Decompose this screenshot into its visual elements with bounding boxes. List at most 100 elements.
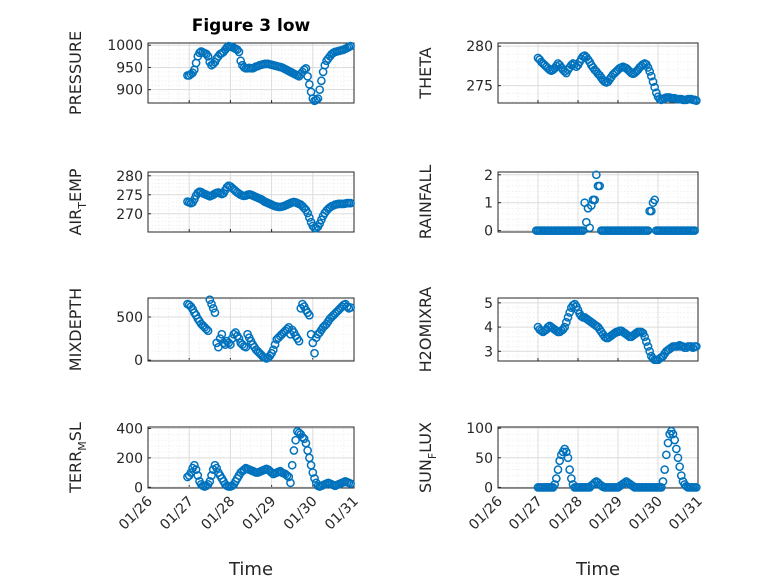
theta-ytick-label: 275 xyxy=(466,79,493,95)
terr_msl-ylabel: TERRMSL xyxy=(66,422,89,494)
mixdepth-data-point xyxy=(207,299,216,309)
mixdepth-data-point xyxy=(210,308,220,318)
terr_msl-data-point xyxy=(308,468,318,477)
sun_flux-data-point xyxy=(673,453,683,463)
rainfall-data-point xyxy=(646,206,656,216)
sun_flux-data-point xyxy=(691,483,701,492)
sun_flux-xlabel: Time xyxy=(575,559,620,580)
sun_flux-ytick-label: 0 xyxy=(484,480,493,496)
sun_flux-data-point xyxy=(675,462,685,472)
pressure-axes-border xyxy=(147,42,355,104)
sun_flux-data-point xyxy=(553,465,563,474)
terr_msl-data-point xyxy=(287,460,297,470)
terr_msl-ytick-label: 200 xyxy=(116,451,143,467)
terr_msl-data-point xyxy=(282,471,292,480)
h2omixra-data-point xyxy=(640,332,650,342)
air_temp-series xyxy=(183,181,355,233)
theta-data-point xyxy=(691,96,701,105)
terr_msl-data-point xyxy=(289,446,299,455)
pressure-data-point xyxy=(315,85,325,95)
terr_msl-data-point xyxy=(284,472,294,482)
mixdepth-data-point xyxy=(203,326,213,336)
h2omixra-ytick-label: 4 xyxy=(484,320,493,336)
rainfall-minor-grid xyxy=(498,172,698,232)
h2omixra-data-point xyxy=(686,342,696,351)
air_temp-ytick-label: 275 xyxy=(116,188,143,204)
panel-h2omixra: 3 4 5 H2OMIXRA xyxy=(416,287,701,372)
rainfall-ytick-label: 2 xyxy=(484,168,493,184)
h2omixra-axes-border xyxy=(497,297,699,362)
sun_flux-ylabel-subscript: F xyxy=(426,453,439,459)
theta-axes-border xyxy=(497,42,699,104)
sun_flux-data-point xyxy=(565,465,575,474)
sun_flux-data-point xyxy=(661,450,671,460)
rainfall-data-point xyxy=(643,226,653,235)
terr_msl-major-grid xyxy=(147,427,355,488)
terr_msl-data-point xyxy=(299,434,309,444)
sun_flux-data-point xyxy=(551,474,561,483)
pressure-data-point xyxy=(320,60,330,70)
pressure-data-point xyxy=(303,71,312,81)
terr_msl-axes-border xyxy=(147,426,355,489)
sun_flux-ylabel: SUNFLUX xyxy=(416,422,439,493)
pressure-ytick-label: 1000 xyxy=(107,38,143,54)
panel-mixdepth: 0 500 MIXDEPTH xyxy=(66,288,355,371)
rainfall-series xyxy=(531,170,700,235)
mixdepth-data-point xyxy=(342,302,352,311)
mixdepth-ytick-label: 500 xyxy=(116,310,143,326)
rainfall-data-point xyxy=(591,170,601,180)
terr_msl-ylabel-subscript: M xyxy=(76,441,89,451)
air_temp-ytick-label: 280 xyxy=(116,169,143,185)
h2omixra-data-point xyxy=(643,342,653,351)
terr_msl-data-point xyxy=(191,465,201,474)
sun_flux-data-point xyxy=(555,456,565,466)
mixdepth-data-point xyxy=(202,324,211,334)
terr_msl-data-point xyxy=(205,477,215,486)
pressure-data-point xyxy=(236,56,246,66)
sun_flux-ylabel-part: LUX xyxy=(416,422,435,453)
h2omixra-data-point xyxy=(536,326,546,336)
h2omixra-ytick-label: 3 xyxy=(484,344,493,360)
rainfall-data-point xyxy=(590,195,600,205)
terr_msl-xlabel: Time xyxy=(228,559,273,580)
sun_flux-ytick-label: 50 xyxy=(475,451,493,467)
mixdepth-data-point xyxy=(226,340,235,349)
pressure-data-point xyxy=(313,94,323,103)
theta-ylabel: THETA xyxy=(416,47,435,99)
terr_msl-series xyxy=(183,427,355,491)
h2omixra-data-point xyxy=(691,342,701,351)
pressure-data-point xyxy=(202,49,211,59)
rainfall-data-point xyxy=(650,195,660,205)
air_temp-ylabel: AIRTEMP xyxy=(66,168,89,235)
pressure-data-point xyxy=(232,45,242,55)
rainfall-ytick-label: 0 xyxy=(484,224,493,240)
mixdepth-data-point xyxy=(208,304,218,313)
sun_flux-data-point xyxy=(566,474,576,483)
mixdepth-ytick-label: 0 xyxy=(134,353,143,369)
h2omixra-data-point xyxy=(641,337,651,346)
rainfall-ylabel: RAINFALL xyxy=(416,165,435,240)
mixdepth-data-point xyxy=(346,303,355,312)
terr_msl-ylabel-part: TERR xyxy=(66,451,85,494)
mixdepth-data-point xyxy=(294,336,304,346)
rainfall-data-point xyxy=(690,226,700,235)
sun_flux-data-point xyxy=(563,453,573,463)
terr_msl-data-point xyxy=(291,435,300,445)
sun_flux-ylabel-part: SUN xyxy=(416,459,435,493)
air_temp-ylabel-part: EMP xyxy=(66,168,85,202)
pressure-data-point xyxy=(301,63,311,73)
mixdepth-axes-border xyxy=(147,297,355,362)
terr_msl-data-point xyxy=(286,478,295,488)
pressure-data-point xyxy=(317,76,326,86)
pressure-ytick-label: 950 xyxy=(116,60,143,76)
terr_msl-ytick-label: 400 xyxy=(116,421,143,437)
terr_msl-data-point xyxy=(193,471,203,480)
panel-rainfall: 0 1 2 RAINFALL xyxy=(416,165,700,240)
mixdepth-data-point xyxy=(270,340,280,349)
sun_flux-data-point xyxy=(671,444,681,454)
terr_msl-ylabel-part: SL xyxy=(66,422,85,441)
terr_msl-data-point xyxy=(346,479,355,488)
pressure-data-point xyxy=(311,95,321,105)
h2omixra-series xyxy=(533,299,701,365)
air_temp-data-point xyxy=(303,208,312,218)
